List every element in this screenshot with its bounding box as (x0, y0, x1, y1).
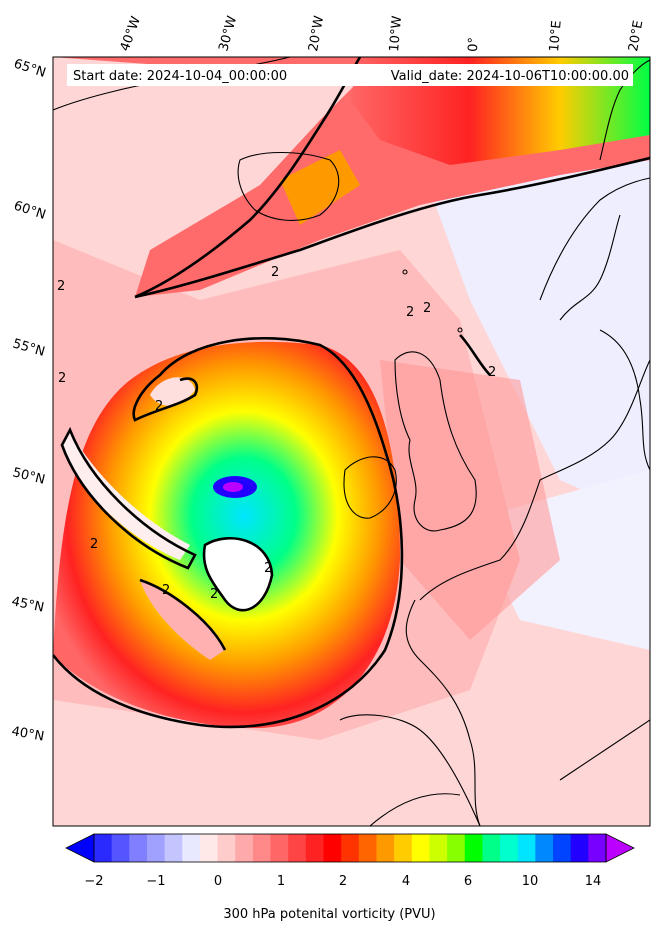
colorbar-tick-label: 10 (522, 874, 539, 889)
colorbar (65, 833, 635, 863)
colorbar-swatch (288, 834, 307, 862)
colorbar-swatch (146, 834, 166, 862)
colorbar-swatch (270, 834, 289, 862)
header-box (67, 64, 633, 86)
colorbar-swatch (111, 834, 130, 862)
colorbar-swatch (323, 834, 342, 862)
latitude-labels: 65°N 60°N 55°N 50°N 45°N 40°N (10, 57, 47, 745)
contour-label: 2 (162, 583, 170, 598)
colorbar-tick-label: −2 (84, 874, 103, 889)
contour-labels: 2 2 2 2 2 2 2 2 2 2 2 (57, 265, 496, 602)
colorbar-swatch (482, 834, 501, 862)
colorbar-swatch (553, 834, 572, 862)
lon-label: 30°W (216, 14, 240, 53)
colorbar-swatch (341, 834, 360, 862)
colorbar-swatch (376, 834, 395, 862)
colorbar-swatch (199, 834, 219, 862)
lat-label: 65°N (12, 57, 48, 81)
start-date: Start date: 2024-10-04_00:00:00 (73, 69, 287, 84)
colorbar-swatch (500, 834, 519, 862)
contour-label: 2 (210, 587, 218, 602)
lat-label: 60°N (12, 199, 48, 223)
colorbar-tick-label: 2 (339, 874, 347, 889)
colorbar-swatch (129, 834, 148, 862)
colorbar-swatch (235, 834, 254, 862)
colorbar-swatch (429, 834, 448, 862)
colorbar-title: 300 hPa potenital vorticity (PVU) (223, 907, 436, 922)
contour-label: 2 (423, 301, 431, 316)
contour-label: 2 (90, 537, 98, 552)
colorbar-extend-high (605, 833, 635, 863)
contour-label: 2 (58, 371, 66, 386)
map-field (53, 57, 650, 826)
colorbar-swatch (464, 834, 483, 862)
lat-label: 55°N (11, 336, 47, 359)
lon-label: 40°W (118, 14, 144, 53)
colorbar-tick-label: 14 (585, 874, 602, 889)
longitude-labels: 40°W 30°W 20°W 10°W 0° 10°E 20°E (118, 14, 647, 53)
lon-label: 10°E (547, 20, 565, 52)
colorbar-tick-label: 0 (214, 874, 222, 889)
colorbar-swatch (517, 834, 536, 862)
contour-label: 2 (406, 305, 414, 320)
colorbar-frame (93, 833, 607, 863)
pv-2-contours (53, 57, 650, 729)
lon-label: 20°E (626, 19, 646, 52)
colorbar-swatch (358, 834, 377, 862)
colorbar-tick-label: 4 (402, 874, 410, 889)
lat-label: 40°N (10, 724, 45, 744)
contour-label: 2 (57, 279, 65, 294)
coastlines (53, 57, 650, 826)
colorbar-swatch (182, 834, 201, 862)
contour-label: 2 (488, 365, 496, 380)
contour-label: 2 (271, 265, 279, 280)
contour-label: 2 (264, 561, 272, 576)
map-frame (52, 56, 651, 827)
lat-label: 50°N (11, 465, 46, 487)
colorbar-swatch (447, 834, 466, 862)
lon-label: 0° (466, 37, 482, 52)
colorbar-swatch (164, 834, 183, 862)
colorbar-swatch (217, 834, 236, 862)
colorbar-tick-label: 1 (277, 874, 285, 889)
lon-label: 20°W (306, 15, 327, 53)
contour-label: 2 (155, 399, 163, 414)
colorbar-swatch (305, 834, 325, 862)
colorbar-extend-low (65, 833, 95, 863)
colorbar-swatch (570, 834, 589, 862)
lat-label: 45°N (10, 594, 45, 615)
colorbar-swatch (94, 834, 113, 862)
valid-date: Valid_date: 2024-10-06T10:00:00.00 (391, 69, 629, 84)
colorbar-swatch (394, 834, 413, 862)
colorbar-tick-label: −1 (146, 874, 165, 889)
colorbar-swatch (588, 834, 607, 862)
colorbar-ticks: −2 −1 0 1 2 4 6 10 14 (84, 874, 601, 889)
colorbar-tick-label: 6 (464, 874, 472, 889)
colorbar-swatch (535, 834, 554, 862)
colorbar-swatch (252, 834, 272, 862)
lon-label: 10°W (387, 15, 405, 52)
colorbar-swatch (411, 834, 430, 862)
